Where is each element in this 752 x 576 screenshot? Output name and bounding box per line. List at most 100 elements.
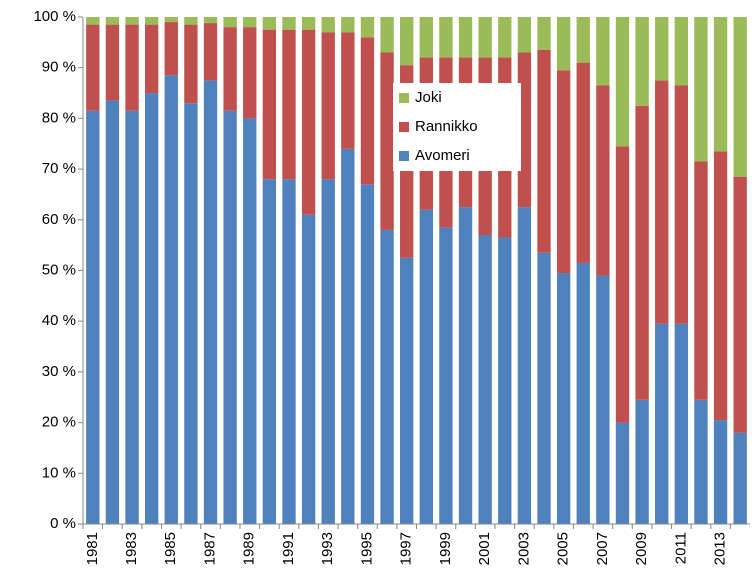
x-tick-label: 2005 (555, 532, 572, 565)
x-tick-label: 1981 (84, 532, 101, 565)
bar-segment (144, 24, 159, 94)
bar-segment (262, 29, 277, 180)
bar-segment (321, 17, 335, 33)
y-tick-label: 40 % (42, 312, 76, 329)
bar-segment (517, 17, 532, 53)
bar-segment (125, 24, 139, 111)
bar-segment (125, 110, 139, 525)
bar-segment (380, 229, 394, 524)
x-tick-label: 2009 (633, 532, 650, 565)
bar-segment (694, 161, 708, 400)
bar-segment (86, 17, 100, 25)
bar-segment (243, 17, 257, 28)
legend-swatch (399, 122, 409, 132)
bar-segment (400, 257, 414, 524)
bar-segment (556, 70, 571, 274)
y-tick-label: 0 % (50, 515, 76, 532)
bar-segment (144, 93, 159, 525)
bar-segment (105, 24, 120, 101)
bar-segment (556, 273, 571, 524)
y-tick-label: 60 % (42, 211, 76, 228)
bar-segment (243, 118, 257, 525)
bar-segment (203, 23, 218, 81)
bar-segment (635, 105, 649, 400)
bar-segment (537, 49, 551, 253)
bar-segment (517, 207, 532, 524)
bar-segment (282, 179, 296, 525)
y-tick-label: 30 % (42, 363, 76, 380)
bar-segment (203, 17, 218, 24)
bar-segment (458, 17, 473, 58)
bar-segment (615, 146, 630, 423)
legend-label: Avomeri (415, 147, 470, 164)
y-tick-label: 70 % (42, 160, 76, 177)
legend-swatch (399, 151, 409, 161)
bar-segment (556, 17, 571, 71)
bar-segment (576, 17, 590, 63)
y-tick-label: 90 % (42, 59, 76, 76)
bar-segment (341, 148, 355, 524)
x-tick-label: 2001 (476, 532, 493, 565)
bar-segment (301, 29, 316, 215)
bar-segment (360, 17, 375, 38)
bar-segment (478, 235, 492, 524)
legend-swatch (399, 93, 409, 103)
y-tick-label: 100 % (33, 8, 76, 25)
bar-segment (144, 17, 159, 25)
bar-segment (262, 179, 277, 525)
x-tick-label: 2007 (594, 532, 611, 565)
bar-segment (223, 110, 237, 525)
bar-segment (86, 24, 100, 111)
x-tick-label: 1993 (319, 532, 336, 565)
y-tick-label: 10 % (42, 464, 76, 481)
y-tick-label: 80 % (42, 109, 76, 126)
bar-segment (243, 27, 257, 119)
bar-segment (164, 75, 178, 525)
x-tick-label: 2013 (712, 532, 729, 565)
x-tick-label: 1997 (398, 532, 415, 565)
bar-segment (360, 184, 375, 524)
bar-segment (164, 17, 178, 23)
bar-segment (498, 17, 512, 58)
bar-segment (439, 17, 453, 58)
bar-segment (733, 17, 747, 177)
bar-segment (419, 17, 433, 58)
bar-segment (596, 275, 610, 524)
bar-segment (184, 17, 198, 25)
bar-segment (341, 32, 355, 149)
x-tick-label: 1999 (437, 532, 454, 565)
bar-segment (282, 29, 296, 180)
legend-label: Rannikko (415, 118, 478, 135)
bar-segment (674, 85, 689, 324)
x-tick-label: 1989 (241, 532, 258, 565)
bar-segment (203, 80, 218, 524)
bar-segment (419, 209, 433, 524)
bar-segment (301, 214, 316, 525)
bar-segment (713, 17, 728, 152)
bar-segment (184, 24, 198, 104)
bar-segment (674, 17, 689, 86)
bar-segment (223, 27, 237, 111)
bar-segment (694, 399, 708, 524)
bar-segment (674, 323, 689, 524)
bar-segment (596, 85, 610, 276)
bar-segment (341, 17, 355, 33)
bar-segment (262, 17, 277, 30)
bar-segment (713, 420, 728, 524)
bar-segment (517, 52, 532, 208)
x-tick-label: 2003 (515, 532, 532, 565)
legend-box (393, 83, 521, 171)
bar-segment (576, 62, 590, 263)
bar-segment (615, 422, 630, 524)
bar-segment (655, 323, 669, 524)
bar-segment (223, 17, 237, 28)
bar-segment (733, 432, 747, 524)
bar-segment (360, 37, 375, 185)
bar-segment (655, 17, 669, 81)
bar-segment (537, 17, 551, 50)
bar-segment (164, 22, 178, 76)
bar-segment (321, 179, 335, 525)
bar-segment (498, 237, 512, 525)
bar-segment (596, 17, 610, 86)
bar-segment (439, 227, 453, 524)
